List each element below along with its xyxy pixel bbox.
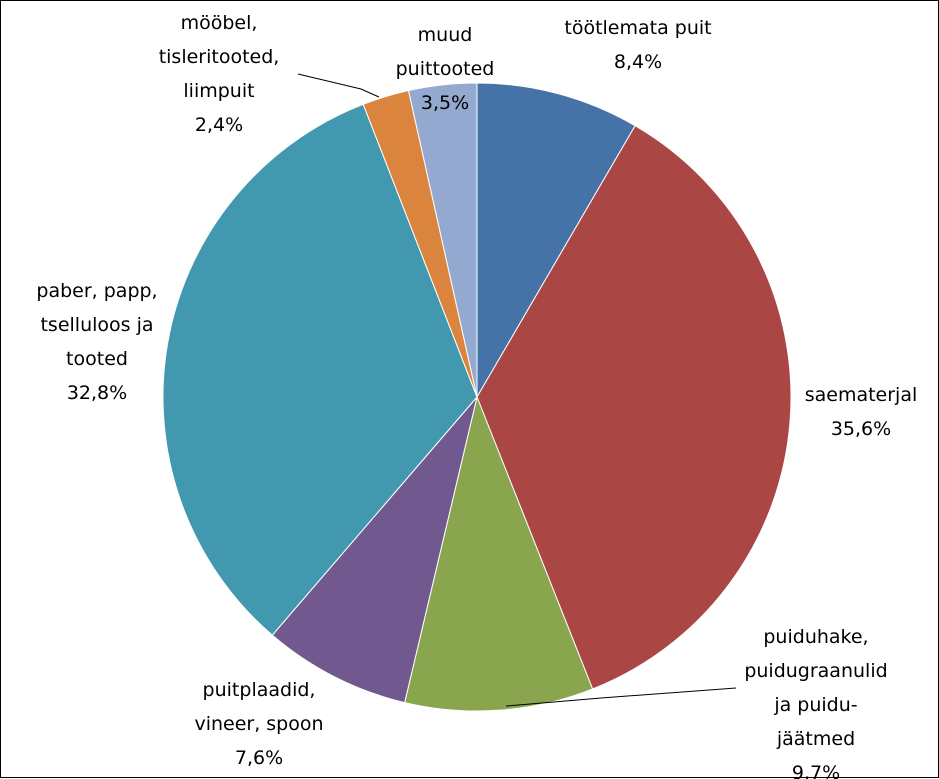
- leader-lines: [297, 73, 737, 707]
- data-label-moobel-tisleritooted-liimpuit: mööbel, tisleritooted, liimpuit 2,4%: [159, 12, 280, 136]
- data-label-value: 35,6%: [831, 418, 891, 440]
- pie-slice-paber-papp-tselluloos-ja-tooted: [162, 103, 478, 636]
- data-label-text: muud: [418, 24, 473, 46]
- data-label-value: 32,8%: [67, 382, 127, 404]
- data-label-text: puittooted: [396, 58, 495, 80]
- data-label-paber-papp-tselluloos-ja-tooted: paber, papp, tselluloos ja tooted 32,8%: [36, 280, 157, 404]
- data-label-text: tselluloos ja: [40, 314, 153, 336]
- leader-line-mobel: [297, 73, 380, 98]
- data-label-saematerjal: saematerjal 35,6%: [805, 384, 918, 440]
- data-label-value: 2,4%: [195, 114, 243, 136]
- data-label-muud-puittooted: muud puittooted 3,5%: [396, 24, 495, 114]
- data-label-puiduhake-puidugraanulid-ja-puidu-jaatmed: puiduhake, puidugraanulid ja puidu-jäätmed…: [744, 626, 887, 779]
- data-label-text: tisleritooted,: [159, 46, 280, 68]
- data-label-text: liimpuit: [183, 80, 254, 102]
- data-label-text: töötlemata puit: [564, 17, 711, 39]
- data-label-text: paber, papp,: [36, 280, 157, 302]
- data-label-value: 7,6%: [235, 747, 283, 769]
- pie-slice-saematerjal: [476, 125, 792, 690]
- data-label-text: puiduhake,: [763, 626, 868, 648]
- pie-slice-puitplaadid-vineer-spoon: [271, 396, 478, 704]
- leader-line-puiduhake: [505, 687, 737, 707]
- data-label-text: vineer, spoon: [194, 713, 323, 735]
- data-label-puitplaadid-vineer-spoon: puitplaadid, vineer, spoon 7,6%: [194, 679, 323, 769]
- pie-slice-muud-puittooted: [407, 82, 478, 398]
- data-label-text: puitplaadid,: [203, 679, 316, 701]
- data-label-text: tooted: [66, 348, 128, 370]
- data-label-text: ja puidu-: [773, 694, 857, 716]
- data-label-text: jäätmed: [776, 728, 855, 750]
- data-label-text: mööbel,: [181, 12, 258, 34]
- data-label-value: 8,4%: [614, 51, 662, 73]
- slices-layer: [162, 82, 792, 712]
- data-label-value: 3,5%: [421, 92, 469, 114]
- data-label-value: 9,7%: [792, 762, 840, 779]
- data-label-text: puidugraanulid: [744, 660, 887, 682]
- pie-slice-puiduhake-puidugraanulid-ja-puidu-jaatmed: [404, 395, 594, 712]
- data-label-text: saematerjal: [805, 384, 918, 406]
- data-label-tootlemata-puit: töötlemata puit 8,4%: [564, 17, 711, 73]
- pie-slice-tootlemata-puit: [476, 82, 636, 399]
- labels-layer: töötlemata puit 8,4% saematerjal 35,6% puidu…: [36, 12, 917, 779]
